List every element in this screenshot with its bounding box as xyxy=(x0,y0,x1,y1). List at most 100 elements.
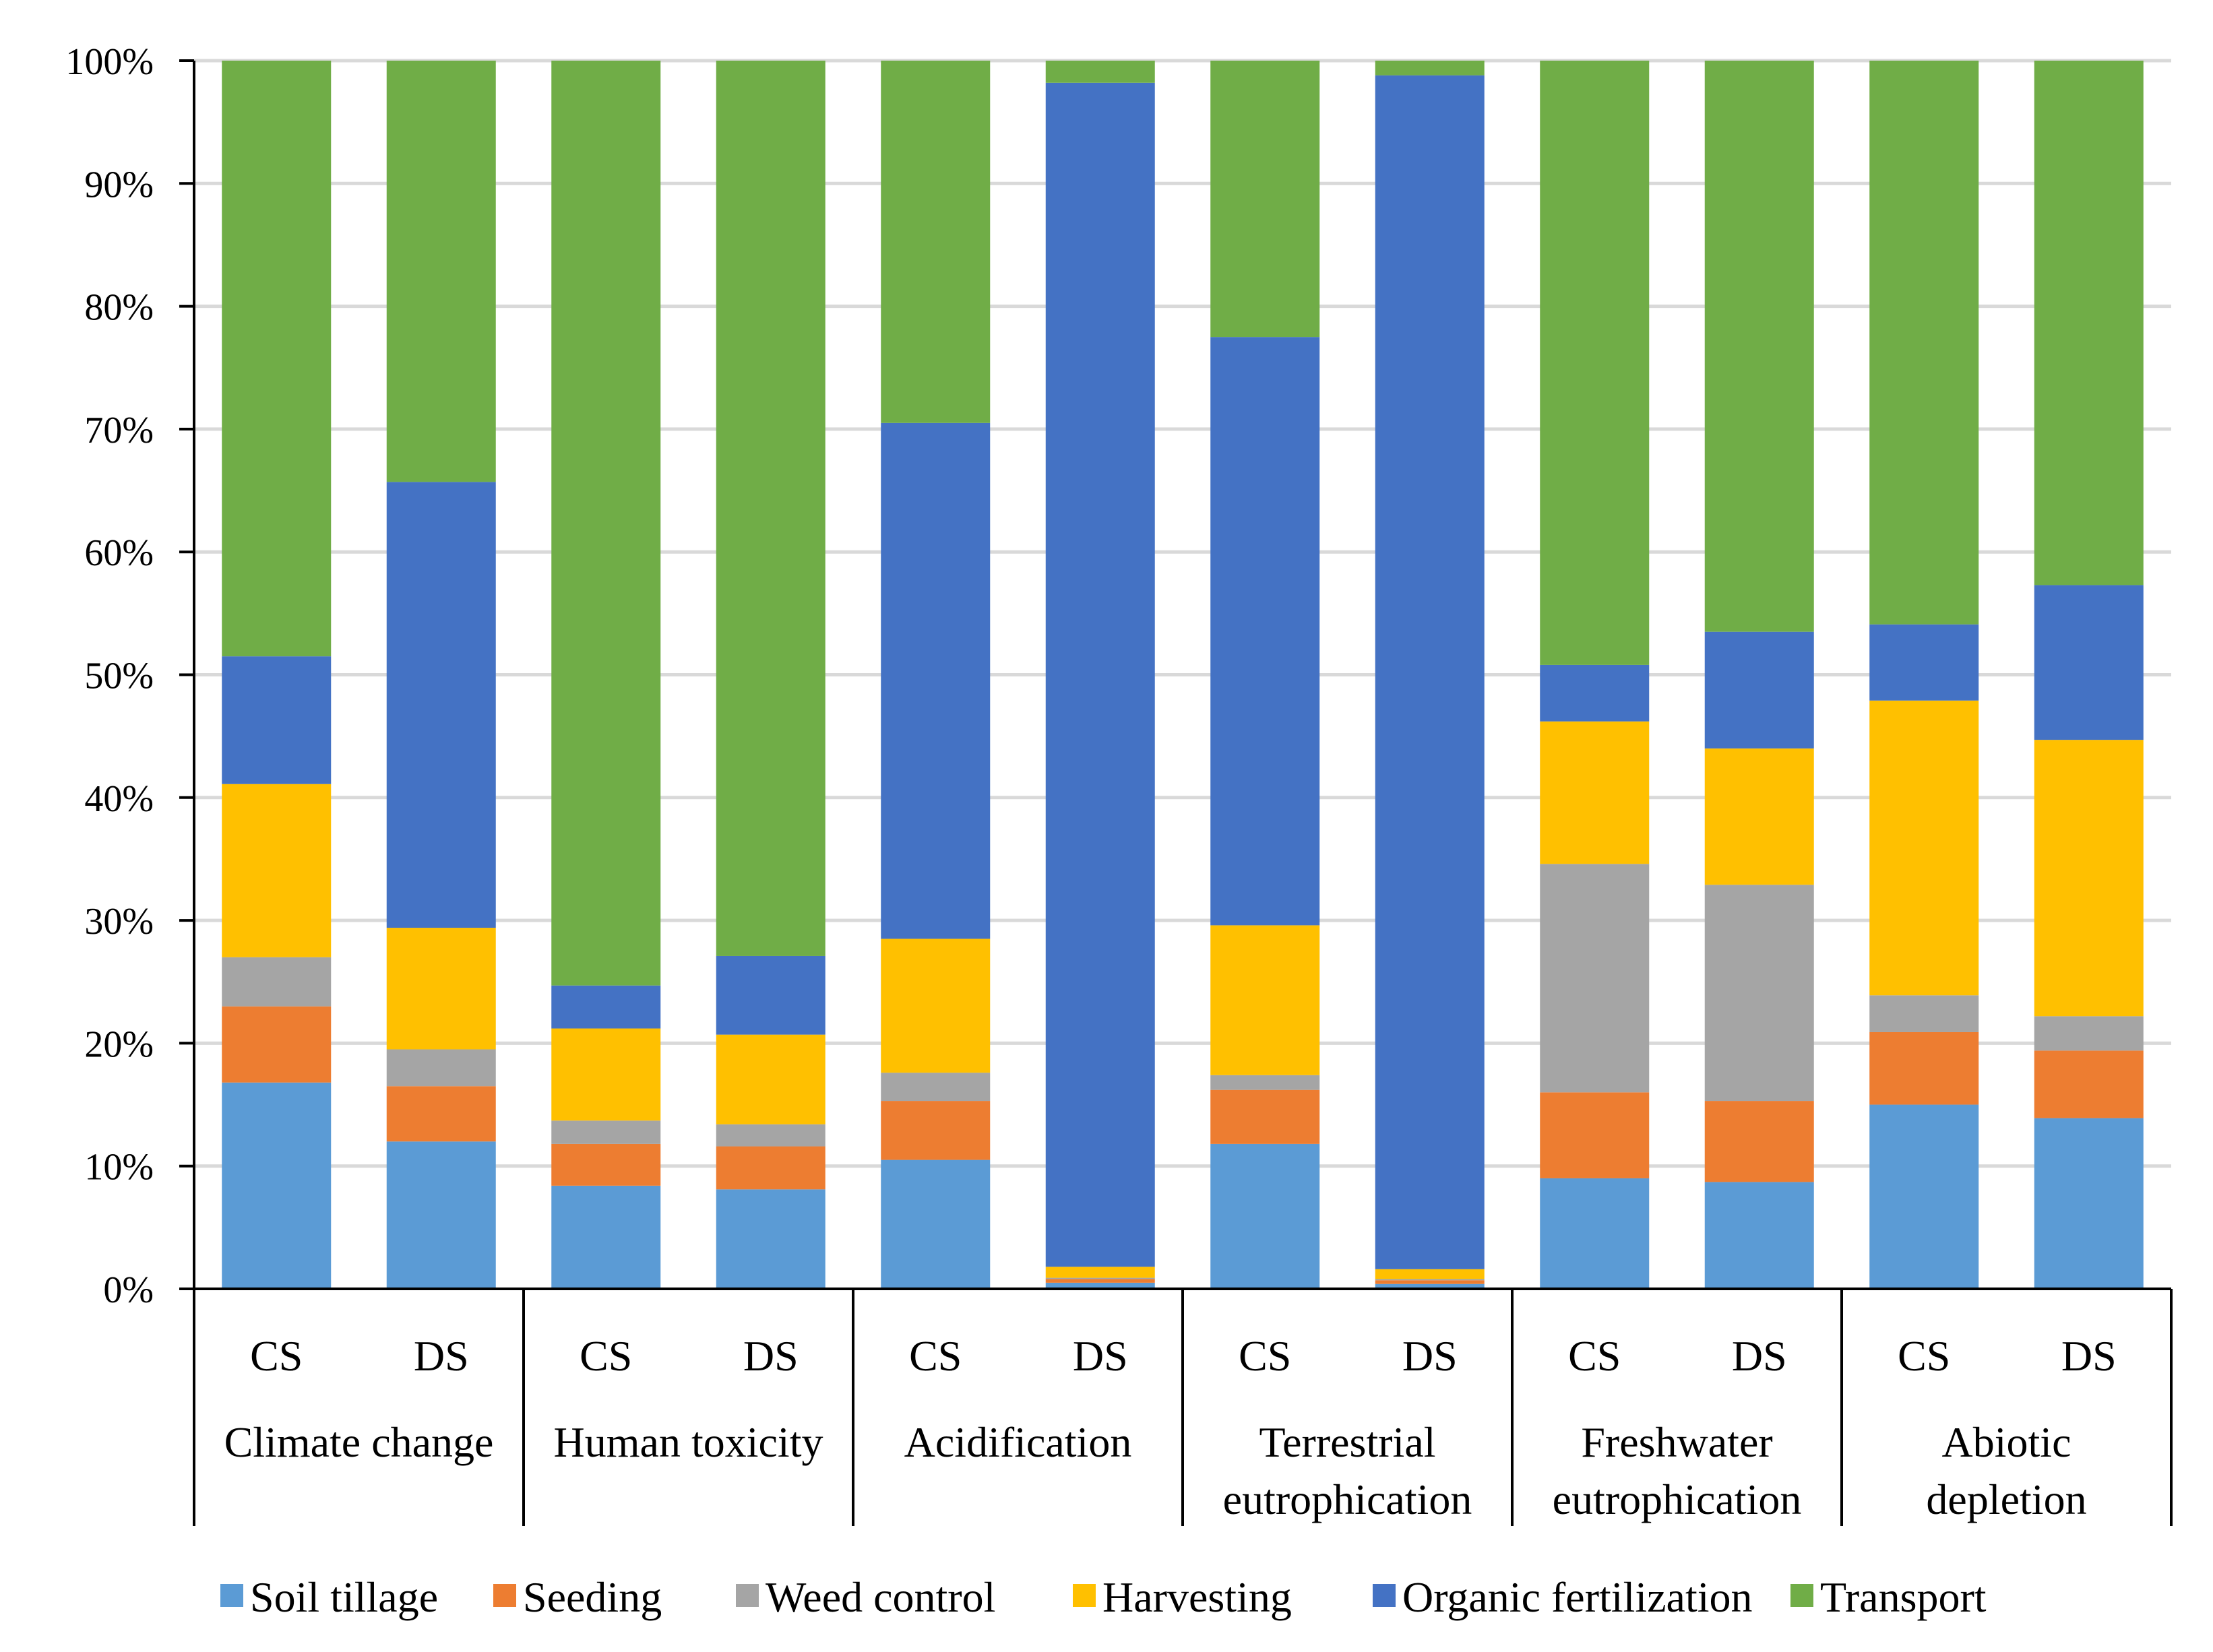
bar-segment-weed-control xyxy=(1210,1075,1320,1090)
y-tick-label: 0% xyxy=(103,1269,154,1311)
bar-segment-transport xyxy=(222,61,332,657)
legend-label: Soil tillage xyxy=(250,1573,438,1621)
bar-segment-organic-fertilization xyxy=(386,482,496,928)
bar-segment-organic-fertilization xyxy=(1210,337,1320,926)
x-category-labels: CS DS Climate change CS DS Human toxicity CS DS… xyxy=(224,1332,2117,1523)
legend-label: Transport xyxy=(1820,1573,1987,1621)
bar-segment-weed-control xyxy=(222,957,332,1007)
y-tick-label: 30% xyxy=(84,901,154,943)
bar-segment-soil-tillage xyxy=(1704,1182,1814,1289)
bar-segment-harvesting xyxy=(881,939,991,1073)
bar-segment-organic-fertilization xyxy=(1375,75,1485,1269)
bar-segment-harvesting xyxy=(1375,1269,1485,1279)
bar-segment-harvesting xyxy=(1869,700,1979,996)
x-subcategory-label: DS xyxy=(743,1332,799,1380)
x-subcategory-label: DS xyxy=(1402,1332,1458,1380)
bar-segment-soil-tillage xyxy=(222,1082,332,1289)
x-subcategory-label: CS xyxy=(250,1332,303,1380)
bar-segment-seeding xyxy=(1704,1101,1814,1182)
x-subcategory-label: DS xyxy=(1732,1332,1787,1380)
bar-segment-seeding xyxy=(2034,1050,2144,1118)
y-tick-label: 70% xyxy=(84,410,154,451)
y-tick-label: 60% xyxy=(84,532,154,574)
bar-segment-transport xyxy=(1869,61,1979,625)
bar-segment-harvesting xyxy=(2034,740,2144,1017)
bar-segment-soil-tillage xyxy=(716,1189,825,1289)
bar-segment-soil-tillage xyxy=(1540,1178,1650,1289)
bar-segment-harvesting xyxy=(222,784,332,957)
y-tick-label: 50% xyxy=(84,656,154,697)
bar-segment-soil-tillage xyxy=(551,1185,661,1289)
x-group-label: Climate change xyxy=(224,1418,494,1466)
x-group-label: Human toxicity xyxy=(554,1418,823,1466)
y-tick-labels: 0% 10% 20% 30% 40% 50% 60% 70% 80% 90% 100% xyxy=(65,41,154,1311)
x-group-label: Abiotic xyxy=(1942,1418,2071,1466)
grid-lines xyxy=(194,59,2171,1168)
legend-swatch xyxy=(736,1584,759,1607)
x-subcategory-label: DS xyxy=(2061,1332,2117,1380)
bar-segment-harvesting xyxy=(1210,925,1320,1075)
bar-segment-seeding xyxy=(222,1006,332,1083)
bar-segment-seeding xyxy=(1375,1280,1485,1284)
bar-segment-organic-fertilization xyxy=(2034,585,2144,740)
legend-swatch xyxy=(493,1584,516,1607)
bar-segment-harvesting xyxy=(1540,721,1650,864)
x-subcategory-label: CS xyxy=(909,1332,962,1380)
y-tick-label: 90% xyxy=(84,164,154,205)
y-tick-label: 20% xyxy=(84,1023,154,1065)
x-group-label-line2: eutrophication xyxy=(1223,1475,1472,1523)
bar-segment-seeding xyxy=(551,1143,661,1186)
bar-segment-organic-fertilization xyxy=(1045,82,1155,1267)
bar-segment-soil-tillage xyxy=(1045,1282,1155,1289)
legend-label: Organic fertilization xyxy=(1402,1573,1753,1621)
bar-segment-seeding xyxy=(386,1086,496,1142)
y-tick-label: 100% xyxy=(65,41,154,83)
y-tick-label: 80% xyxy=(84,287,154,329)
bar-segment-weed-control xyxy=(716,1124,825,1147)
bar-segment-soil-tillage xyxy=(386,1141,496,1289)
legend-swatch xyxy=(1790,1584,1813,1607)
bar-segment-weed-control xyxy=(1869,995,1979,1032)
bar-segment-harvesting xyxy=(1045,1267,1155,1278)
bar-segment-soil-tillage xyxy=(1869,1104,1979,1289)
bar-segment-transport xyxy=(1375,61,1485,75)
bar-segment-organic-fertilization xyxy=(1540,664,1650,722)
x-subcategory-label: CS xyxy=(1239,1332,1291,1380)
legend-label: Seeding xyxy=(523,1573,662,1621)
legend: Soil tillage Seeding Weed control Harvestin… xyxy=(220,1573,1987,1621)
bar-segment-transport xyxy=(1704,61,1814,632)
bar-segment-organic-fertilization xyxy=(551,985,661,1029)
bar-segment-transport xyxy=(1540,61,1650,665)
x-subcategory-label: CS xyxy=(1898,1332,1950,1380)
bar-segment-soil-tillage xyxy=(881,1159,991,1289)
bar-segment-soil-tillage xyxy=(1375,1283,1485,1289)
bar-segment-soil-tillage xyxy=(1210,1143,1320,1289)
bar-segment-harvesting xyxy=(551,1028,661,1121)
bars xyxy=(222,61,2144,1289)
x-subcategory-label: CS xyxy=(1568,1332,1621,1380)
bar-segment-transport xyxy=(386,61,496,482)
bar-segment-organic-fertilization xyxy=(716,955,825,1035)
bar-segment-transport xyxy=(716,61,825,956)
y-tick-label: 10% xyxy=(84,1147,154,1188)
legend-label: Harvesting xyxy=(1102,1573,1292,1621)
bar-segment-transport xyxy=(881,61,991,423)
bar-segment-harvesting xyxy=(1704,748,1814,885)
bar-segment-weed-control xyxy=(551,1120,661,1144)
x-subcategory-label: DS xyxy=(414,1332,469,1380)
bar-segment-seeding xyxy=(716,1146,825,1190)
legend-swatch xyxy=(1373,1584,1396,1607)
bar-segment-seeding xyxy=(1869,1031,1979,1105)
bar-segment-seeding xyxy=(1045,1279,1155,1283)
bar-segment-seeding xyxy=(1210,1089,1320,1144)
bar-segment-weed-control xyxy=(1704,885,1814,1102)
bar-segment-weed-control xyxy=(386,1049,496,1087)
bar-segment-transport xyxy=(551,61,661,986)
bar-segment-weed-control xyxy=(2034,1016,2144,1051)
bar-segment-transport xyxy=(1045,61,1155,83)
bar-segment-organic-fertilization xyxy=(222,656,332,784)
bar-segment-harvesting xyxy=(386,928,496,1050)
x-group-label: Acidification xyxy=(904,1418,1132,1466)
